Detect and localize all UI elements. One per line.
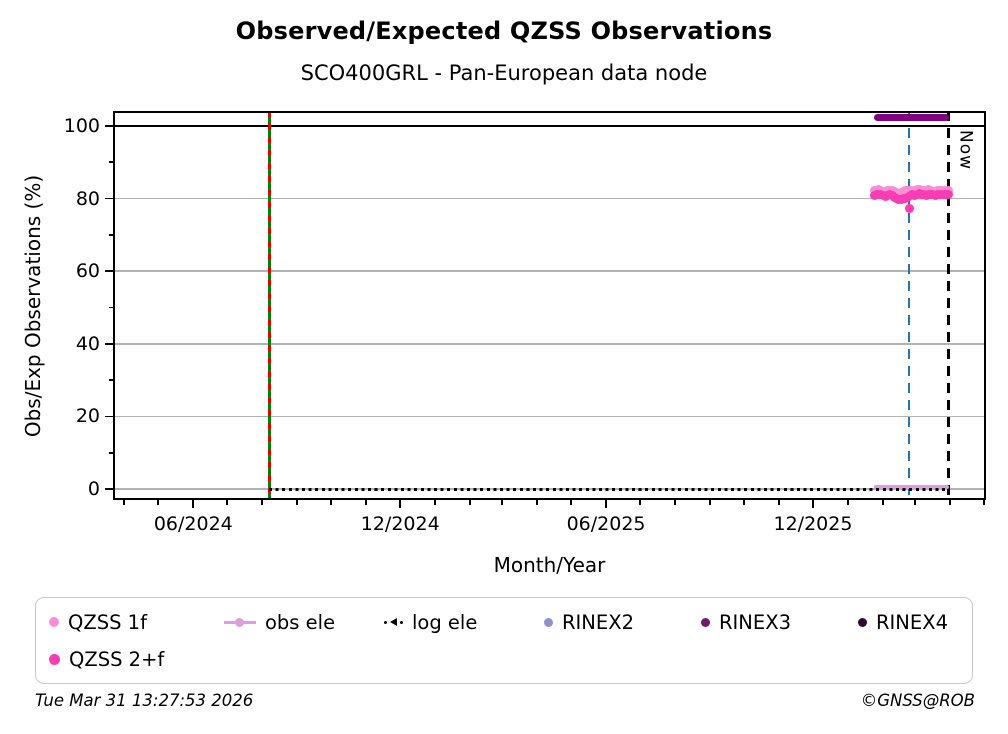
legend-item-qzss-1f: QZSS 1f	[49, 608, 147, 636]
legend-label: RINEX4	[876, 610, 948, 634]
log-update-line	[907, 111, 911, 500]
now-line	[947, 111, 950, 500]
x-tick	[812, 500, 814, 508]
station-event-line	[267, 111, 271, 500]
y-minor-tick	[108, 452, 113, 454]
y-tick-label: 0	[87, 478, 100, 501]
x-minor-tick	[982, 500, 985, 505]
legend-label: QZSS 1f	[68, 610, 147, 634]
x-minor-tick	[709, 500, 711, 505]
y-minor-tick	[108, 234, 113, 236]
x-minor-tick	[913, 500, 916, 505]
x-minor-tick	[778, 500, 780, 505]
qzss-1f-marker-icon	[49, 617, 59, 627]
x-minor-tick	[123, 500, 126, 505]
y-minor-tick	[108, 379, 113, 381]
legend-label: obs ele	[265, 610, 336, 634]
x-minor-tick	[261, 500, 264, 505]
y-tick	[105, 488, 113, 490]
chart-subtitle: SCO400GRL - Pan-European data node	[300, 61, 708, 85]
y-axis-label: Obs/Exp Observations (%)	[21, 174, 45, 438]
legend-label: RINEX3	[719, 610, 791, 634]
legend-item-rinex3: RINEX3	[701, 608, 791, 636]
legend-label: RINEX2	[562, 610, 634, 634]
x-minor-tick	[536, 500, 538, 505]
x-tick-label: 06/2025	[566, 513, 646, 535]
x-minor-tick	[330, 500, 333, 505]
legend-item-rinex4: RINEX4	[858, 608, 948, 636]
rinex4-marker-icon	[858, 617, 867, 627]
x-tick	[399, 500, 402, 508]
x-tick	[192, 500, 195, 508]
y-tick-label: 40	[75, 332, 100, 355]
x-minor-tick	[157, 500, 160, 505]
legend-item-log-ele: log ele	[384, 608, 477, 636]
grid-line	[113, 270, 986, 272]
y-minor-tick	[108, 161, 113, 163]
y-tick	[105, 270, 113, 273]
qzss-2f-marker-icon	[49, 653, 60, 665]
y-tick-label: 100	[63, 114, 100, 137]
rinex2-marker-icon	[544, 617, 553, 627]
x-minor-tick	[226, 500, 229, 505]
y-tick	[105, 342, 113, 345]
x-tick-label: 12/2024	[360, 513, 440, 535]
log-ele-dotted-line	[269, 487, 949, 491]
legend-item-obs-ele: obs ele	[224, 608, 335, 636]
x-minor-tick	[365, 500, 368, 505]
x-minor-tick	[948, 500, 951, 505]
x-minor-tick	[674, 500, 676, 505]
log-ele-marker-icon	[384, 618, 403, 626]
data-point-outlier	[904, 203, 914, 213]
x-tick	[605, 500, 607, 508]
x-minor-tick	[847, 500, 849, 505]
y-tick	[105, 124, 113, 127]
x-minor-tick	[296, 500, 299, 505]
legend-label: log ele	[412, 610, 478, 634]
data-point	[944, 189, 954, 199]
y-tick-label: 20	[75, 405, 100, 428]
x-axis-label: Month/Year	[493, 553, 606, 577]
x-minor-tick	[882, 500, 884, 505]
x-tick-label: 06/2024	[153, 513, 233, 535]
copyright-credit: ©GNSS@ROB	[860, 691, 975, 710]
x-tick-label: 12/2025	[773, 513, 853, 535]
y-minor-tick	[108, 306, 113, 309]
grid-line	[113, 343, 986, 345]
y-tick-label: 80	[75, 187, 100, 210]
x-minor-tick	[434, 500, 437, 505]
rinex3-marker-icon	[701, 617, 710, 627]
legend-label: QZSS 2+f	[69, 647, 165, 671]
x-minor-tick	[743, 500, 745, 505]
x-minor-tick	[501, 500, 503, 505]
chart-title: Observed/Expected QZSS Observations	[235, 17, 773, 45]
x-minor-tick	[639, 500, 641, 505]
y-tick	[105, 197, 113, 200]
legend-item-rinex2: RINEX2	[544, 608, 634, 636]
plot-timestamp: Tue Mar 31 13:27:53 2026	[35, 691, 254, 710]
now-line-label: Now	[955, 129, 976, 170]
legend-item-qzss-2f: QZSS 2+f	[49, 645, 164, 673]
x-minor-tick	[469, 500, 472, 505]
obs-ele-marker-icon	[224, 617, 256, 627]
rinex3-segment	[874, 114, 949, 122]
y-tick-label: 60	[75, 260, 100, 283]
y-tick	[105, 415, 113, 418]
grid-line	[113, 197, 986, 200]
100-percent-line	[113, 124, 986, 128]
grid-line	[113, 415, 986, 418]
obs-ele-segment	[874, 484, 949, 490]
x-minor-tick	[570, 500, 572, 505]
legend-box: QZSS 1f obs ele log ele RINEX2 RINEX3 RI…	[35, 597, 973, 684]
